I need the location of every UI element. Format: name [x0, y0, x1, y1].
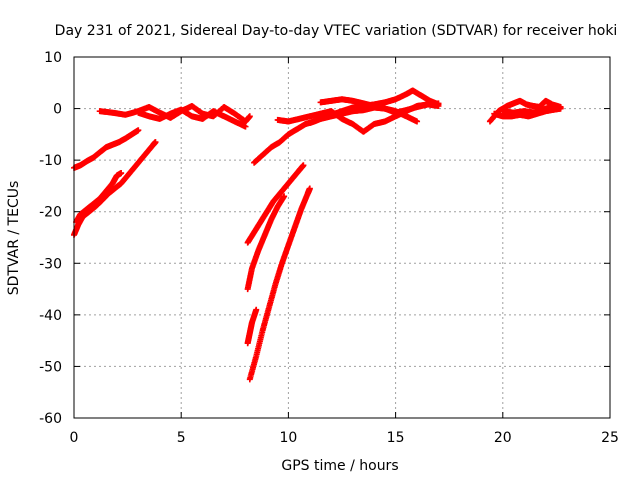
chart-title: Day 231 of 2021, Sidereal Day-to-day VTE… — [55, 23, 618, 39]
y-tick-label: -60 — [39, 411, 62, 427]
y-tick-label: -50 — [39, 359, 62, 375]
x-axis-title: GPS time / hours — [281, 458, 398, 474]
series-arc-9 — [244, 306, 260, 347]
data-point — [435, 100, 442, 107]
y-tick-label: -30 — [39, 256, 62, 272]
data-point — [135, 127, 142, 134]
data-point — [414, 118, 421, 125]
x-tick-label: 10 — [279, 430, 297, 446]
data-point — [557, 105, 564, 112]
y-tick-label: 10 — [44, 50, 62, 66]
data-layer — [71, 87, 564, 383]
data-point — [553, 102, 560, 109]
series-arc-12 — [306, 104, 421, 127]
x-tick-label: 5 — [177, 430, 186, 446]
series-arc-13 — [317, 96, 442, 116]
series-arc-1 — [71, 127, 142, 171]
ticks-layer: 0 5 10 15 20 25 10 0 -10 -20 -30 -40 -50 -60 — [39, 50, 619, 446]
data-point — [152, 139, 159, 146]
series-arc-2 — [71, 139, 159, 238]
x-tick-label: 15 — [387, 430, 405, 446]
y-tick-label: -10 — [39, 153, 62, 169]
data-point — [242, 123, 249, 130]
y-axis-title: SDTVAR / TECUs — [6, 181, 22, 296]
data-point — [281, 193, 288, 200]
series-arc-8 — [246, 185, 313, 383]
series-arc-6 — [244, 162, 307, 246]
data-point — [300, 162, 307, 169]
y-tick-label: 0 — [53, 102, 62, 118]
data-point — [306, 185, 313, 192]
x-tick-label: 25 — [601, 430, 619, 446]
data-point — [253, 306, 260, 313]
x-tick-label: 20 — [494, 430, 512, 446]
plot-frame — [73, 56, 611, 419]
series-arc-5 — [135, 106, 249, 130]
y-tick-label: -20 — [39, 205, 62, 221]
series-arc-7 — [244, 193, 288, 293]
data-point — [246, 113, 253, 120]
x-tick-label: 0 — [70, 430, 79, 446]
data-point — [118, 170, 125, 177]
series-arc-16 — [499, 102, 560, 116]
y-tick-label: -40 — [39, 308, 62, 324]
series-arc-3 — [73, 170, 125, 226]
